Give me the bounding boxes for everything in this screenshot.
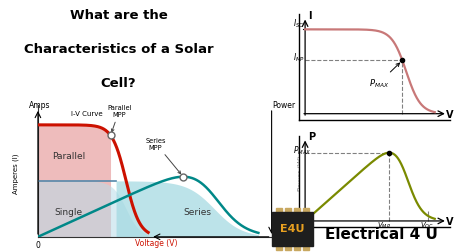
Bar — [303, 208, 310, 212]
Text: Single: Single — [55, 207, 83, 216]
Text: Amperes (I): Amperes (I) — [13, 152, 19, 193]
Bar — [285, 246, 292, 250]
Text: Electrical 4 U: Electrical 4 U — [325, 226, 438, 241]
Text: P: P — [308, 132, 315, 141]
Text: $V_{MP}$: $V_{MP}$ — [377, 219, 391, 230]
Text: What are the: What are the — [70, 9, 167, 21]
Text: $P_{MAX}$: $P_{MAX}$ — [293, 144, 312, 156]
Text: Series: Series — [184, 207, 212, 216]
Bar — [303, 246, 310, 250]
Text: Amps: Amps — [29, 101, 51, 110]
Text: V: V — [447, 110, 454, 120]
Bar — [294, 246, 301, 250]
Text: $P_{MAX}$: $P_{MAX}$ — [369, 64, 400, 90]
Bar — [276, 208, 283, 212]
Text: Power (W): Power (W) — [297, 155, 303, 191]
Text: Parallel
MPP: Parallel MPP — [107, 104, 132, 132]
Text: Power: Power — [273, 101, 296, 110]
Text: Voltage (V): Voltage (V) — [135, 238, 177, 247]
Text: I-V Curve: I-V Curve — [71, 110, 102, 116]
Text: 0: 0 — [36, 240, 40, 249]
Text: Cell?: Cell? — [100, 76, 137, 89]
Bar — [273, 212, 313, 246]
Bar — [285, 208, 292, 212]
Text: I: I — [308, 11, 311, 20]
Bar — [276, 246, 283, 250]
Text: $I_{MP}$: $I_{MP}$ — [293, 51, 306, 64]
Text: Parallel: Parallel — [52, 151, 85, 161]
Text: V: V — [447, 216, 454, 226]
Text: Volts: Volts — [286, 237, 305, 245]
Text: Series
MPP: Series MPP — [146, 137, 181, 174]
Text: $V_{OC}$: $V_{OC}$ — [420, 219, 434, 230]
Text: $I_{SC}$: $I_{SC}$ — [293, 18, 305, 30]
Text: Characteristics of a Solar: Characteristics of a Solar — [24, 42, 213, 55]
Text: E4U: E4U — [281, 224, 305, 234]
Bar — [294, 208, 301, 212]
